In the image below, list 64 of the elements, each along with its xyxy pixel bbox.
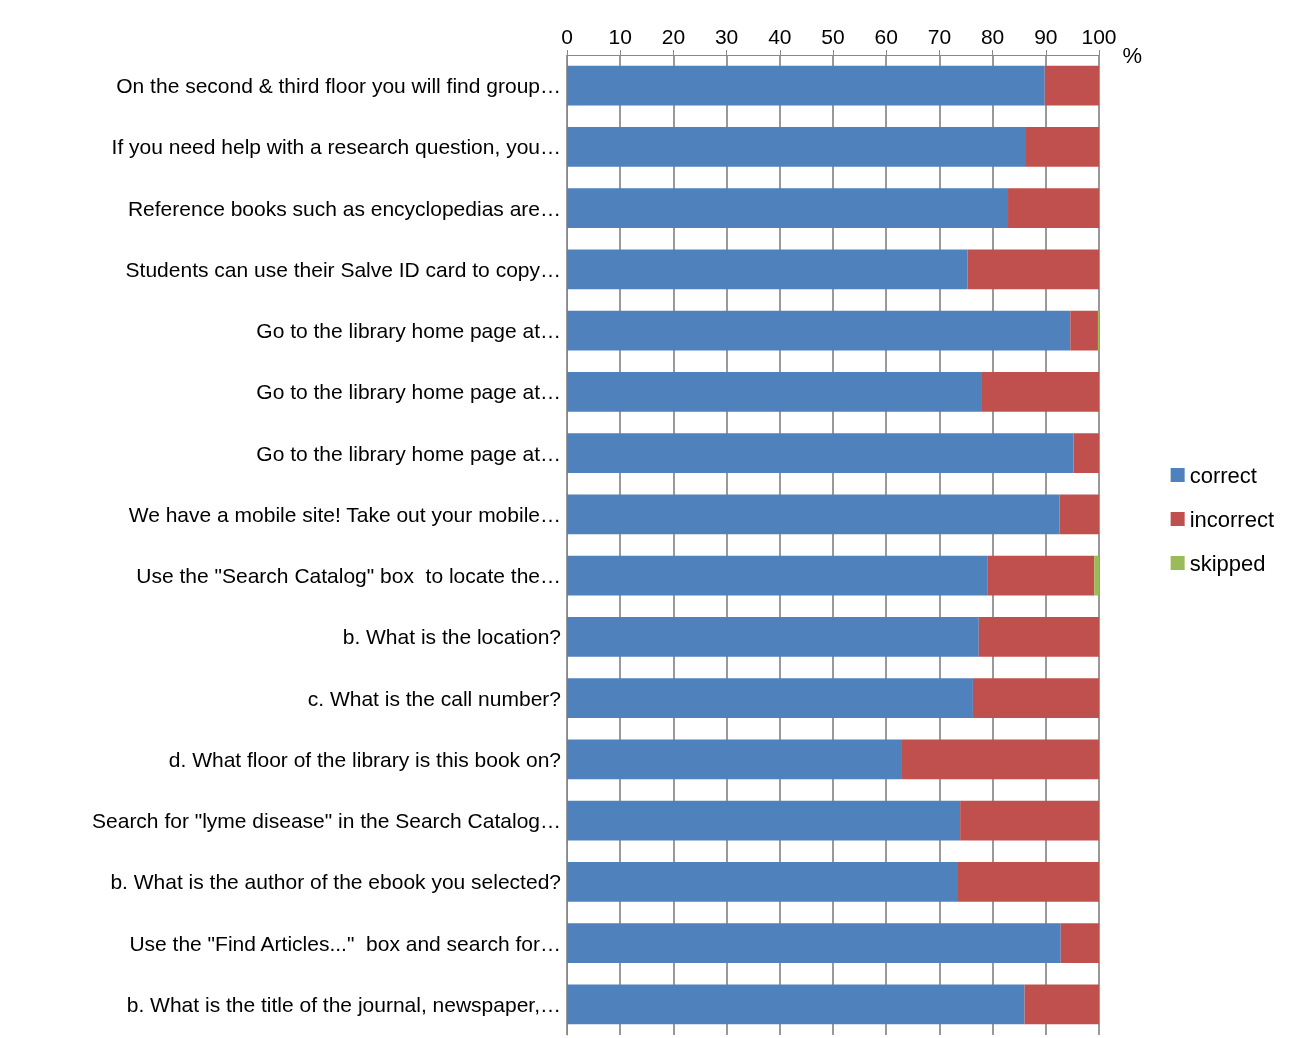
bar <box>1024 984 1099 1025</box>
y-tick-label: If you need help with a research question, you… <box>111 135 561 159</box>
bar <box>567 923 1061 964</box>
bar <box>1059 494 1099 535</box>
y-tick-label: Go to the library home page at… <box>256 441 561 465</box>
bar <box>1044 65 1099 106</box>
bar <box>1025 126 1099 167</box>
y-tick-label: Search for "lyme disease" in the Search Catalog… <box>92 809 561 833</box>
bar <box>567 984 1025 1025</box>
y-tick-label: Use the "Search Catalog" box to locate the… <box>136 564 561 588</box>
x-axis-title: % <box>1122 42 1142 68</box>
bar <box>960 800 1099 841</box>
bar <box>567 433 1074 474</box>
bar <box>1070 310 1098 351</box>
x-tick-label: 10 <box>608 25 632 48</box>
x-tick-label: 100 <box>1081 25 1117 48</box>
x-tick-label: 50 <box>821 25 845 48</box>
bar <box>567 310 1071 351</box>
y-tick-label: b. What is the author of the ebook you selected? <box>110 870 561 894</box>
x-tick-label: 0 <box>561 25 573 48</box>
bar <box>1060 923 1099 964</box>
bar <box>1008 188 1099 229</box>
legend-label: incorrect <box>1189 506 1274 532</box>
bar <box>981 371 1099 412</box>
x-tick-label: 60 <box>874 25 898 48</box>
y-tick-label: Go to the library home page at… <box>256 380 561 404</box>
bar <box>567 678 973 719</box>
x-tick-label: 20 <box>661 25 686 48</box>
bar <box>567 800 961 841</box>
y-tick-label: b. What is the title of the journal, newspaper,… <box>126 992 561 1016</box>
bar <box>567 861 959 902</box>
bar <box>567 616 979 657</box>
y-tick-label: We have a mobile site! Take out your mobile… <box>128 502 561 526</box>
y-tick-label: Reference books such as encyclopedias are… <box>127 196 561 220</box>
bar <box>972 678 1099 719</box>
bar <box>567 188 1009 229</box>
bar <box>1094 555 1099 596</box>
bar <box>567 494 1060 535</box>
bar <box>967 249 1099 290</box>
bar <box>567 739 902 780</box>
bar <box>567 555 988 596</box>
legend-label: correct <box>1189 462 1257 488</box>
y-tick-label: Go to the library home page at… <box>256 319 561 343</box>
y-tick-label: On the second & third floor you will find group… <box>116 74 561 98</box>
y-tick-label: c. What is the call number? <box>307 686 561 710</box>
bar <box>567 126 1026 167</box>
bar <box>567 65 1045 106</box>
y-tick-label: Use the "Find Articles..." box and search for… <box>129 931 561 955</box>
y-tick-label: b. What is the location? <box>342 625 561 649</box>
bar <box>987 555 1095 596</box>
bar <box>901 739 1099 780</box>
x-tick-label: 70 <box>927 25 952 48</box>
x-tick-label: 90 <box>1034 25 1058 48</box>
bar <box>567 371 982 412</box>
bar <box>1073 433 1099 474</box>
x-tick-label: 40 <box>768 25 792 48</box>
y-tick-label: d. What floor of the library is this book on? <box>168 747 561 771</box>
x-tick-label: 80 <box>980 25 1005 48</box>
bar <box>978 616 1099 657</box>
x-tick-label: 30 <box>714 25 739 48</box>
legend-label: skipped <box>1189 550 1266 576</box>
y-tick-label: Students can use their Salve ID card to copy… <box>125 257 561 281</box>
bar <box>958 861 1099 902</box>
bar <box>567 249 968 290</box>
